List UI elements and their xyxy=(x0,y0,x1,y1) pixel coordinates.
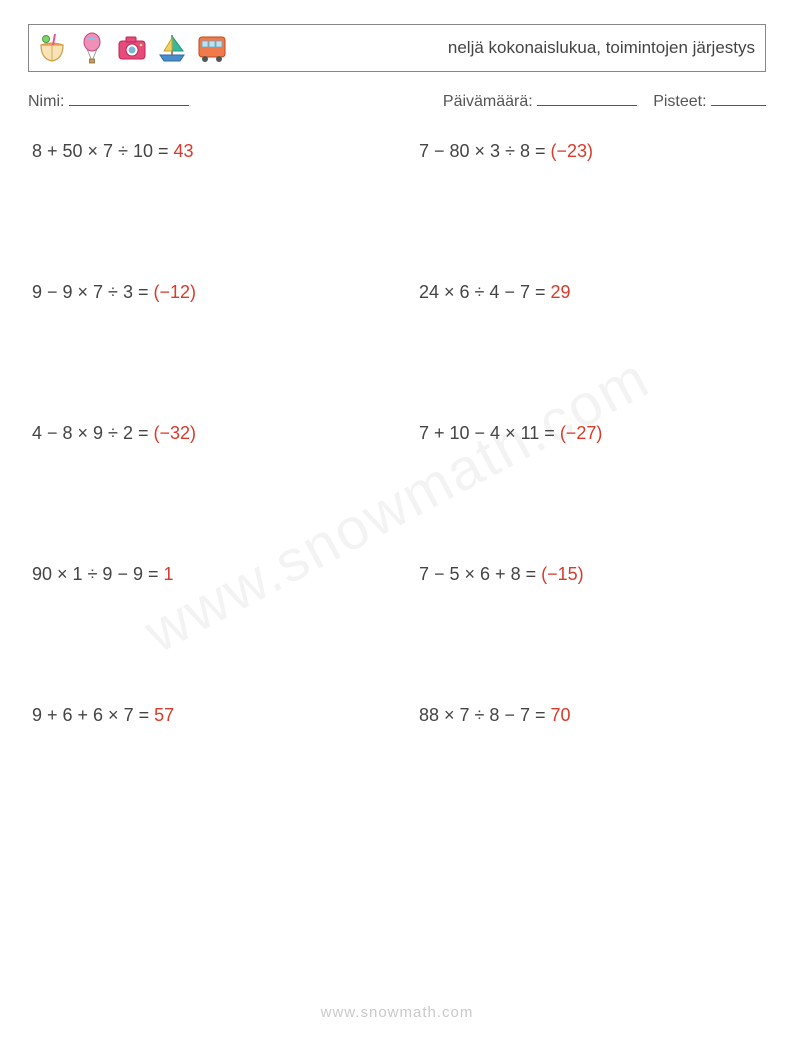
problem: 7 − 5 × 6 + 8 = (−15) xyxy=(419,564,766,585)
problem-expr: 7 − 5 × 6 + 8 = xyxy=(419,564,536,584)
date-blank xyxy=(537,92,637,106)
problem-answer: (−23) xyxy=(551,141,594,161)
date-label: Päivämäärä: xyxy=(443,93,533,110)
problem-answer: 57 xyxy=(154,705,174,725)
problem-expr: 4 − 8 × 9 ÷ 2 = xyxy=(32,423,148,443)
header-box: neljä kokonaislukua, toimintojen järjest… xyxy=(28,24,766,72)
problem-expr: 7 + 10 − 4 × 11 = xyxy=(419,423,555,443)
problem-expr: 9 + 6 + 6 × 7 = xyxy=(32,705,149,725)
problems-grid: 8 + 50 × 7 ÷ 10 = 43 7 − 80 × 3 ÷ 8 = (−… xyxy=(28,141,766,726)
footer-url: www.snowmath.com xyxy=(0,1004,794,1021)
problem: 90 × 1 ÷ 9 − 9 = 1 xyxy=(32,564,379,585)
problem-answer: (−27) xyxy=(560,423,603,443)
camera-icon xyxy=(115,31,149,65)
drink-icon xyxy=(35,31,69,65)
problem-expr: 88 × 7 ÷ 8 − 7 = xyxy=(419,705,545,725)
header-icons xyxy=(35,31,229,65)
problem-answer: 29 xyxy=(551,282,571,302)
problem-answer: 70 xyxy=(551,705,571,725)
problem: 88 × 7 ÷ 8 − 7 = 70 xyxy=(419,705,766,726)
worksheet-title: neljä kokonaislukua, toimintojen järjest… xyxy=(448,38,755,58)
balloon-icon xyxy=(75,31,109,65)
problem: 9 − 9 × 7 ÷ 3 = (−12) xyxy=(32,282,379,303)
problem-answer: 43 xyxy=(174,141,194,161)
name-label: Nimi: xyxy=(28,93,64,110)
problem-expr: 90 × 1 ÷ 9 − 9 = xyxy=(32,564,158,584)
problem: 7 + 10 − 4 × 11 = (−27) xyxy=(419,423,766,444)
name-blank xyxy=(69,92,189,106)
problem-expr: 9 − 9 × 7 ÷ 3 = xyxy=(32,282,148,302)
name-field: Nimi: xyxy=(28,92,189,111)
problem: 8 + 50 × 7 ÷ 10 = 43 xyxy=(32,141,379,162)
date-field: Päivämäärä: xyxy=(443,92,637,111)
info-row: Nimi: Päivämäärä: Pisteet: xyxy=(28,92,766,111)
problem-answer: 1 xyxy=(164,564,174,584)
problem-expr: 8 + 50 × 7 ÷ 10 = xyxy=(32,141,169,161)
problem: 4 − 8 × 9 ÷ 2 = (−32) xyxy=(32,423,379,444)
score-blank xyxy=(711,92,766,106)
problem: 24 × 6 ÷ 4 − 7 = 29 xyxy=(419,282,766,303)
problem: 9 + 6 + 6 × 7 = 57 xyxy=(32,705,379,726)
bus-icon xyxy=(195,31,229,65)
sailboat-icon xyxy=(155,31,189,65)
problem-answer: (−15) xyxy=(541,564,584,584)
problem: 7 − 80 × 3 ÷ 8 = (−23) xyxy=(419,141,766,162)
score-field: Pisteet: xyxy=(653,92,766,111)
problem-answer: (−32) xyxy=(153,423,196,443)
score-label: Pisteet: xyxy=(653,93,706,110)
problem-expr: 7 − 80 × 3 ÷ 8 = xyxy=(419,141,545,161)
problem-expr: 24 × 6 ÷ 4 − 7 = xyxy=(419,282,545,302)
problem-answer: (−12) xyxy=(153,282,196,302)
